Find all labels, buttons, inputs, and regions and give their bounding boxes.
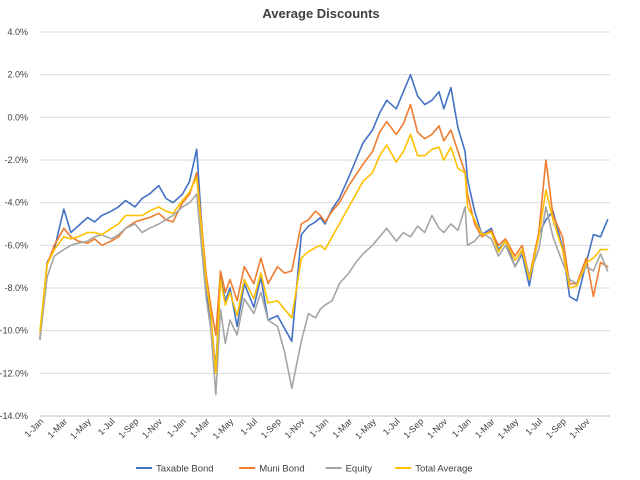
- x-tick-label: 1-Jul: [523, 416, 544, 437]
- x-tick-label: 1-Nov: [283, 416, 307, 440]
- x-tick-label: 1-Jan: [307, 416, 330, 439]
- series-lines: [39, 73, 609, 396]
- chart-title: Average Discounts: [262, 6, 379, 21]
- x-tick-label: 1-Sep: [544, 416, 568, 440]
- series-line-equity: [39, 193, 609, 396]
- x-tick-label: 1-Jul: [238, 416, 259, 437]
- x-tick-label: 1-Jan: [450, 416, 473, 439]
- y-axis-tick-labels: 4.0% 2.0% 0.0% -2.0% -4.0% -6.0% -8.0% -10.0% -1…: [0, 27, 28, 421]
- legend: Taxable Bond Muni Bond Equity Total Average: [136, 464, 473, 475]
- x-tick-label: 1-May: [496, 416, 521, 441]
- legend-label: Muni Bond: [259, 464, 304, 475]
- x-tick-label: 1-Jul: [381, 416, 402, 437]
- x-tick-label: 1-Sep: [259, 416, 283, 440]
- y-tick-label: -6.0%: [4, 240, 28, 250]
- x-tick-label: 1-Nov: [140, 416, 164, 440]
- y-tick-label: 2.0%: [7, 70, 28, 80]
- x-tick-label: 1-Mar: [330, 416, 354, 440]
- y-tick-label: 4.0%: [7, 27, 28, 37]
- y-tick-label: -14.0%: [0, 411, 28, 421]
- x-tick-label: 1-Nov: [425, 416, 449, 440]
- y-tick-label: -10.0%: [0, 326, 28, 336]
- y-tick-label: -8.0%: [4, 283, 28, 293]
- x-tick-label: 1-May: [353, 416, 378, 441]
- x-tick-label: 1-Mar: [45, 416, 69, 440]
- y-tick-label: 0.0%: [7, 112, 28, 122]
- x-tick-label: 1-Sep: [401, 416, 425, 440]
- x-tick-label: 1-Sep: [116, 416, 140, 440]
- y-tick-label: -4.0%: [4, 198, 28, 208]
- legend-label: Equity: [346, 464, 373, 475]
- x-tick-label: 1-May: [211, 416, 236, 441]
- x-tick-label: 1-Mar: [473, 416, 497, 440]
- x-tick-label: 1-Jul: [96, 416, 117, 437]
- series-line-taxable-bond: [39, 73, 609, 370]
- y-tick-label: -2.0%: [4, 155, 28, 165]
- legend-label: Taxable Bond: [156, 464, 214, 475]
- series-line-muni-bond: [39, 103, 609, 338]
- x-tick-label: 1-Nov: [568, 416, 592, 440]
- x-tick-label: 1-Jan: [165, 416, 188, 439]
- x-tick-label: 1-Mar: [188, 416, 212, 440]
- y-tick-label: -12.0%: [0, 368, 28, 378]
- series-line-total-average: [39, 133, 609, 375]
- legend-label: Total Average: [415, 464, 472, 475]
- x-tick-label: 1-May: [68, 416, 93, 441]
